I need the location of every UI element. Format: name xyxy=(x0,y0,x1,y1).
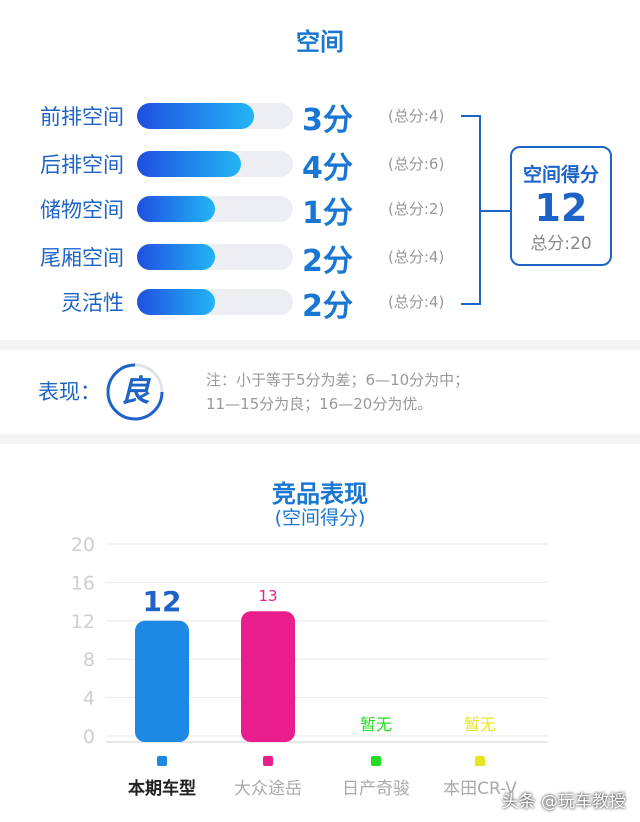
progress-track xyxy=(137,244,293,270)
data-label: 13 xyxy=(258,587,277,605)
score-row: 尾厢空间 2分 (总分:4) xyxy=(0,238,640,279)
summary-box: 空间得分 12 总分:20 xyxy=(510,146,612,266)
legend-swatch xyxy=(371,756,381,766)
data-label: 暂无 xyxy=(464,715,496,734)
performance-label: 表现： xyxy=(38,380,101,404)
watermark: 头条 @玩车教授 xyxy=(501,792,626,812)
progress-track xyxy=(137,289,293,315)
divider-top xyxy=(0,340,640,350)
row-label: 储物空间 xyxy=(40,198,124,222)
row-label: 尾厢空间 xyxy=(40,246,124,270)
row-label: 灵活性 xyxy=(61,291,124,315)
bracket-line xyxy=(461,115,481,305)
note-line-1: 注：小于等于5分为差；6—10分为中； xyxy=(206,371,470,389)
category-label: 本期车型 xyxy=(128,778,196,799)
progress-fill xyxy=(137,289,215,315)
summary-value: 12 xyxy=(534,186,588,230)
note-line-2: 11—15分为良；16—20分为优。 xyxy=(206,395,433,413)
bar xyxy=(135,620,189,742)
category-label: 日产奇骏 xyxy=(342,779,410,799)
row-score: 2分 xyxy=(302,289,353,324)
grade-ring-icon xyxy=(106,363,164,421)
score-row: 后排空间 4分 (总分:6) xyxy=(0,145,640,186)
score-row: 灵活性 2分 (总分:4) xyxy=(0,283,640,324)
row-total: (总分:6) xyxy=(388,155,445,173)
row-score: 2分 xyxy=(302,244,353,279)
row-total: (总分:2) xyxy=(388,200,445,218)
score-row: 前排空间 3分 (总分:4) xyxy=(0,97,640,138)
category-label: 大众途岳 xyxy=(234,779,302,799)
progress-track xyxy=(137,151,293,177)
y-tick-label: 4 xyxy=(83,688,95,710)
y-tick-label: 8 xyxy=(83,649,95,671)
legend-swatch xyxy=(475,756,485,766)
row-score: 3分 xyxy=(302,103,353,138)
progress-fill xyxy=(137,244,215,270)
legend-swatch xyxy=(263,756,273,766)
legend-swatch xyxy=(157,756,167,766)
grade-badge: 良 xyxy=(120,374,150,409)
grading-note: 注：小于等于5分为差；6—10分为中； 11—15分为良；16—20分为优。 xyxy=(206,368,469,416)
progress-track xyxy=(137,103,293,129)
bar xyxy=(241,611,295,742)
progress-fill xyxy=(137,103,254,129)
row-label: 前排空间 xyxy=(40,105,124,129)
row-score: 4分 xyxy=(302,151,353,186)
y-tick-label: 0 xyxy=(83,726,95,748)
data-label: 12 xyxy=(143,585,182,618)
divider-bottom xyxy=(0,434,640,444)
y-tick-label: 16 xyxy=(71,572,95,594)
chart-title: 竞品表现 xyxy=(272,480,368,508)
score-row: 储物空间 1分 (总分:2) xyxy=(0,190,640,231)
row-total: (总分:4) xyxy=(388,293,445,311)
chart-subtitle: (空间得分) xyxy=(274,507,366,529)
y-tick-label: 20 xyxy=(71,534,95,556)
progress-fill xyxy=(137,151,241,177)
section-title: 空间 xyxy=(296,28,344,56)
row-total: (总分:4) xyxy=(388,248,445,266)
data-label: 暂无 xyxy=(360,715,392,734)
row-total: (总分:4) xyxy=(388,107,445,125)
progress-track xyxy=(137,196,293,222)
row-score: 1分 xyxy=(302,196,353,231)
y-tick-label: 12 xyxy=(71,611,95,633)
progress-fill xyxy=(137,196,215,222)
summary-total: 总分:20 xyxy=(530,234,592,254)
category-label: 本田CR-V xyxy=(443,779,517,799)
row-label: 后排空间 xyxy=(40,153,124,177)
summary-label: 空间得分 xyxy=(522,164,599,186)
bracket-connector xyxy=(481,210,511,212)
